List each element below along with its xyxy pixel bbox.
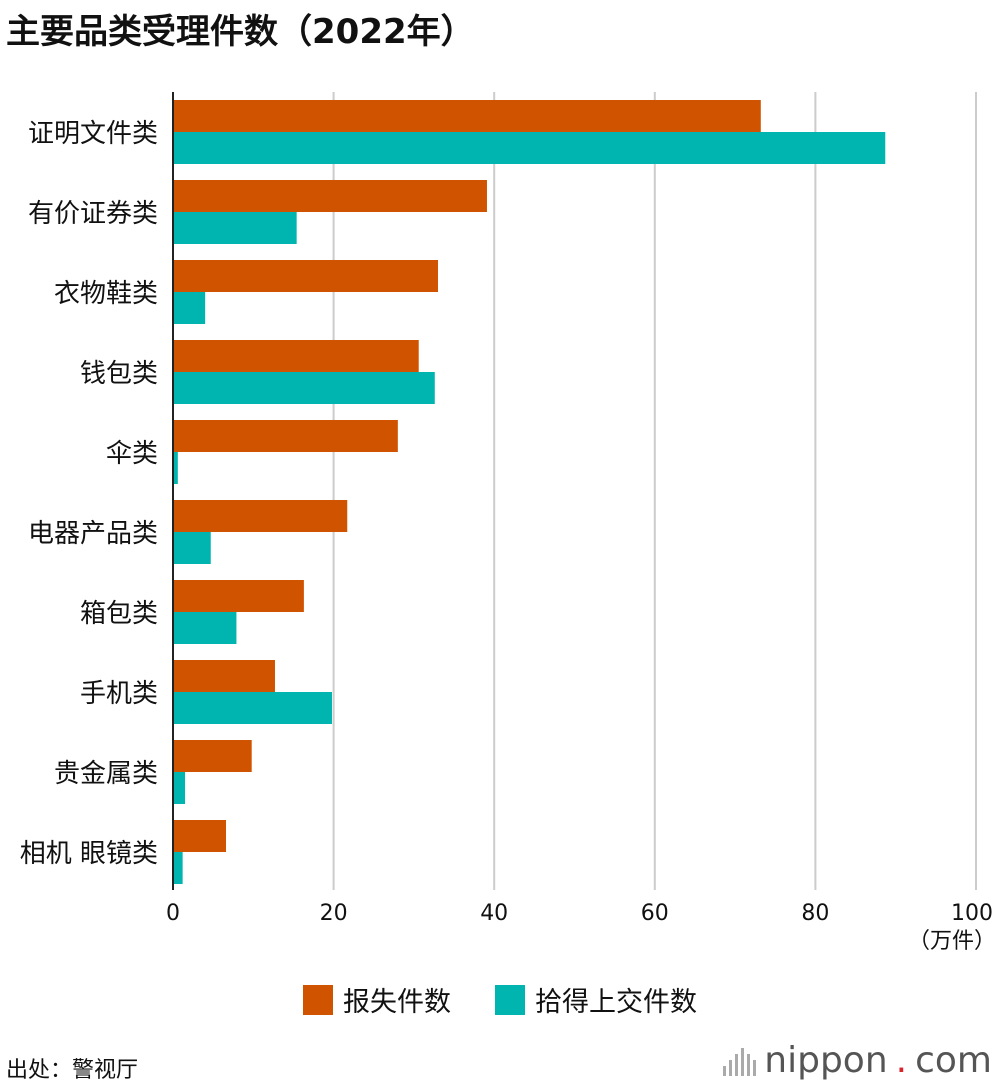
category-label: 手机类 bbox=[80, 679, 158, 709]
brand-bars-icon bbox=[723, 1046, 757, 1076]
source-note: 出处：警视厅 bbox=[6, 1058, 139, 1083]
brand-name: nippon bbox=[764, 1040, 888, 1081]
x-axis-unit: （万件） bbox=[908, 929, 996, 954]
bar-found bbox=[173, 372, 435, 404]
bar-found bbox=[173, 452, 178, 484]
category-label: 钱包类 bbox=[80, 359, 158, 389]
bar-found bbox=[173, 132, 886, 164]
category-label: 相机 眼镜类 bbox=[20, 839, 158, 869]
x-tick-label: 100 bbox=[951, 901, 993, 926]
bar-chart: 0 20 40 60 80 100 （万件） 证明文件类有价证券类衣物鞋类钱包类伞类电器产品类… bbox=[20, 92, 996, 954]
bar-lost bbox=[173, 580, 304, 612]
bar-lost bbox=[173, 180, 487, 212]
category-label: 证明文件类 bbox=[28, 119, 158, 149]
legend-swatch-lost bbox=[303, 984, 333, 1015]
category-label: 伞类 bbox=[106, 439, 158, 469]
brand-dot: . bbox=[895, 1040, 908, 1081]
category-label: 衣物鞋类 bbox=[54, 279, 158, 309]
chart-title: 主要品类受理件数（2022年） bbox=[6, 12, 475, 52]
x-tick-label: 0 bbox=[166, 901, 180, 926]
legend-swatch-found bbox=[495, 984, 525, 1015]
bar-lost bbox=[173, 660, 275, 692]
bar-lost bbox=[173, 260, 438, 292]
bar-lost bbox=[173, 500, 348, 532]
bar-lost bbox=[173, 740, 252, 772]
legend-item-found: 拾得上交件数 bbox=[495, 980, 697, 1019]
bar-found bbox=[173, 532, 211, 564]
bar-found bbox=[173, 612, 237, 644]
bar-lost bbox=[173, 820, 226, 852]
brand-logo: nippon. com bbox=[723, 1040, 992, 1081]
category-label: 有价证券类 bbox=[28, 199, 158, 229]
bar-found bbox=[173, 692, 332, 724]
x-tick-label: 20 bbox=[320, 901, 348, 926]
bar-lost bbox=[173, 100, 761, 132]
legend: 报失件数 拾得上交件数 bbox=[0, 980, 1000, 1019]
legend-label-lost: 报失件数 bbox=[343, 987, 451, 1018]
bar-found bbox=[173, 212, 297, 244]
x-tick-label: 40 bbox=[480, 901, 508, 926]
x-tick-label: 60 bbox=[641, 901, 669, 926]
category-label: 箱包类 bbox=[80, 599, 158, 629]
category-label: 电器产品类 bbox=[28, 519, 158, 549]
category-label: 贵金属类 bbox=[54, 759, 158, 789]
brand-suffix: com bbox=[915, 1040, 992, 1081]
bar-lost bbox=[173, 340, 419, 372]
x-tick-label: 80 bbox=[801, 901, 829, 926]
bar-found bbox=[173, 852, 183, 884]
bar-found bbox=[173, 292, 206, 324]
bar-found bbox=[173, 772, 186, 804]
legend-label-found: 拾得上交件数 bbox=[535, 987, 697, 1018]
bar-lost bbox=[173, 420, 398, 452]
legend-item-lost: 报失件数 bbox=[303, 980, 451, 1019]
